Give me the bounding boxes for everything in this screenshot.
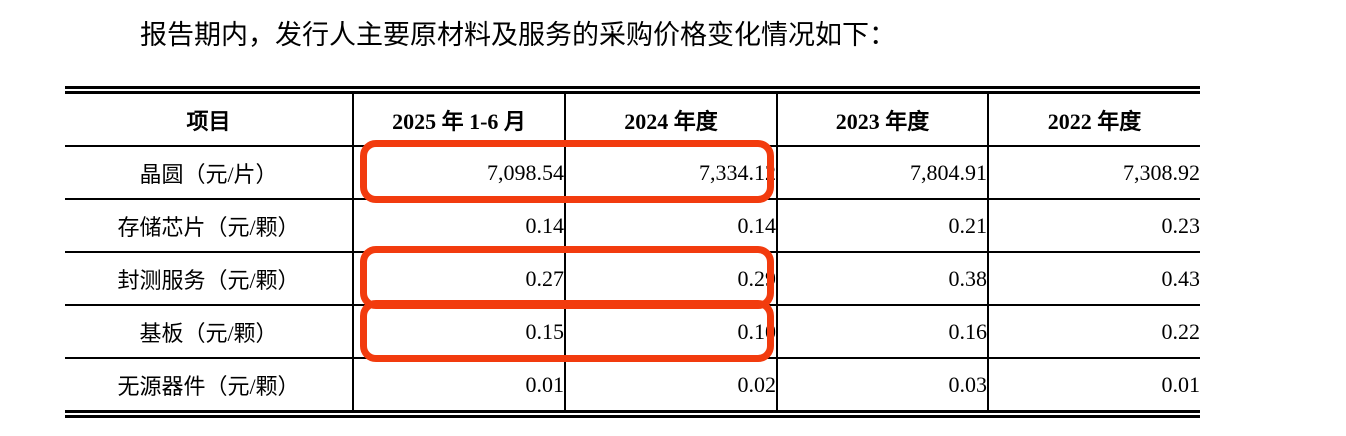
column-header-item: 项目	[65, 90, 354, 147]
value-cell: 0.21	[776, 198, 989, 253]
table-row-packaging-testing: 封测服务（元/颗） 0.27 0.29 0.38 0.43	[65, 251, 1200, 306]
column-header-2022: 2022 年度	[987, 90, 1200, 147]
value-cell: 0.14	[564, 198, 778, 253]
value-cell: 0.27	[352, 251, 566, 306]
table-row-passive-components: 无源器件（元/颗） 0.01 0.02 0.03 0.01	[65, 357, 1200, 414]
column-header-2025h1: 2025 年 1-6 月	[352, 90, 566, 147]
table-row-substrate: 基板（元/颗） 0.15 0.10 0.16 0.22	[65, 304, 1200, 359]
table-row-wafer: 晶圆（元/片） 7,098.54 7,334.12 7,804.91 7,308…	[65, 145, 1200, 200]
value-cell: 0.43	[987, 251, 1200, 306]
value-cell: 0.10	[564, 304, 778, 359]
value-cell: 7,804.91	[776, 145, 989, 200]
value-cell: 0.14	[352, 198, 566, 253]
value-cell: 0.38	[776, 251, 989, 306]
value-cell: 0.29	[564, 251, 778, 306]
header-row: 项目 2025 年 1-6 月 2024 年度 2023 年度 2022 年度	[65, 90, 1200, 147]
value-cell: 0.22	[987, 304, 1200, 359]
row-label: 基板（元/颗）	[65, 304, 354, 359]
value-cell: 0.01	[352, 357, 566, 414]
value-cell: 0.02	[564, 357, 778, 414]
value-cell: 7,098.54	[352, 145, 566, 200]
row-label: 晶圆（元/片）	[65, 145, 354, 200]
page-title: 报告期内，发行人主要原材料及服务的采购价格变化情况如下：	[140, 20, 896, 50]
value-cell: 0.01	[987, 357, 1200, 414]
value-cell: 7,334.12	[564, 145, 778, 200]
column-header-2023: 2023 年度	[776, 90, 989, 147]
value-cell: 0.03	[776, 357, 989, 414]
document-page: 报告期内，发行人主要原材料及服务的采购价格变化情况如下： 项目 2025 年 1…	[0, 16, 1346, 436]
value-cell: 0.15	[352, 304, 566, 359]
row-label: 存储芯片（元/颗）	[65, 198, 354, 253]
price-table-container: 项目 2025 年 1-6 月 2024 年度 2023 年度 2022 年度 …	[65, 86, 1200, 418]
value-cell: 0.16	[776, 304, 989, 359]
table-row-memory-chip: 存储芯片（元/颗） 0.14 0.14 0.21 0.23	[65, 198, 1200, 253]
row-label: 无源器件（元/颗）	[65, 357, 354, 414]
row-label: 封测服务（元/颗）	[65, 251, 354, 306]
price-table: 项目 2025 年 1-6 月 2024 年度 2023 年度 2022 年度 …	[65, 86, 1200, 418]
value-cell: 7,308.92	[987, 145, 1200, 200]
column-header-2024: 2024 年度	[564, 90, 778, 147]
value-cell: 0.23	[987, 198, 1200, 253]
